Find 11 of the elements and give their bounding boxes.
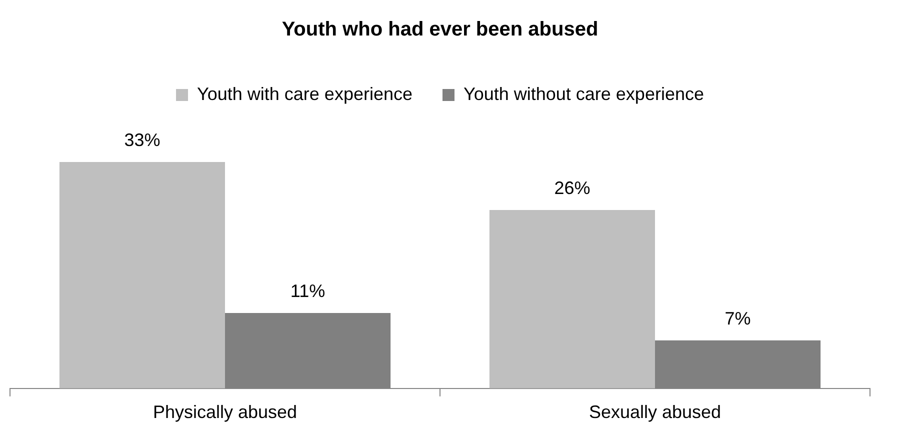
legend-label: Youth with care experience	[197, 84, 412, 104]
data-label: 26%	[554, 178, 590, 198]
data-label: 7%	[724, 308, 751, 328]
data-label: 11%	[290, 280, 326, 301]
chart-title: Youth who had ever been abused	[282, 18, 598, 41]
x-tick-label: Physically abused	[152, 402, 298, 422]
legend-label: Youth without care experience	[463, 84, 704, 104]
data-label: 33%	[124, 130, 160, 150]
bar	[59, 162, 225, 388]
x-tick-label: Sexually abused	[588, 402, 722, 422]
bar	[489, 210, 655, 388]
